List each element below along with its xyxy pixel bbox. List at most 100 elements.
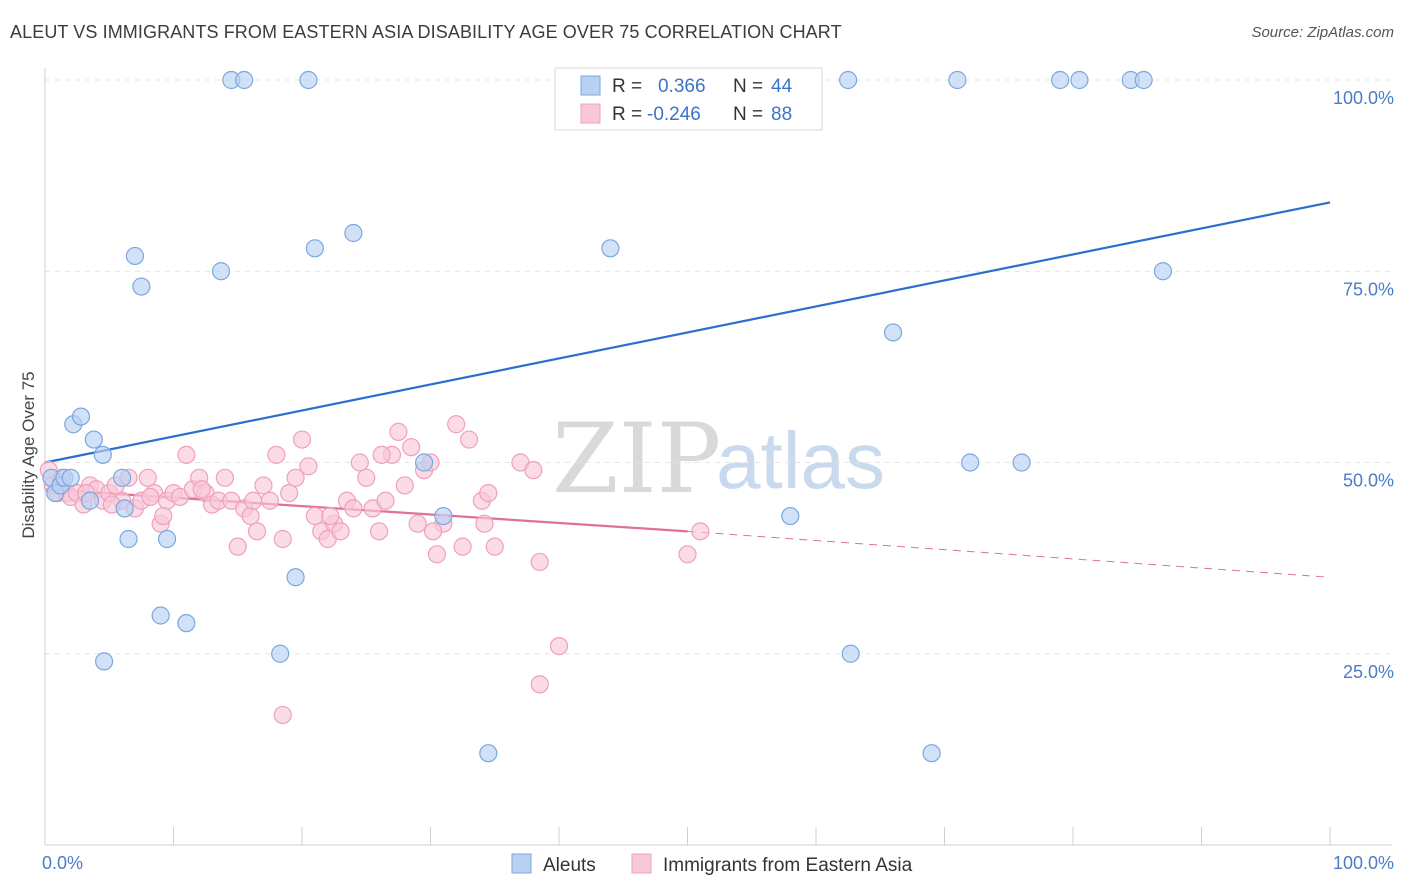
aleuts-point [271, 644, 290, 663]
chart-title: ALEUT VS IMMIGRANTS FROM EASTERN ASIA DI… [10, 22, 842, 42]
immigrants-point [370, 522, 389, 541]
axes [44, 68, 1392, 846]
aleuts-point [286, 568, 305, 587]
aleuts-point [1070, 70, 1089, 90]
aleuts-point [125, 246, 145, 266]
immigrants-point [215, 468, 234, 487]
bottom-legend-label-aleuts: Aleuts [543, 855, 596, 876]
series-aleuts [42, 70, 1173, 763]
y-tick-label: 25.0% [1343, 662, 1394, 682]
legend-r-value-1: 0.366 [658, 76, 706, 97]
bottom-legend-label-immigrants: Immigrants from Eastern Asia [663, 855, 913, 876]
scatter-points [39, 70, 1173, 763]
aleuts-point [781, 506, 800, 526]
immigrants-point [321, 506, 340, 526]
immigrants-point [305, 506, 324, 526]
legend-n-value-2: 88 [771, 104, 792, 125]
y-tick-label: 50.0% [1343, 471, 1394, 491]
immigrants-point [389, 422, 408, 441]
immigrants-point [138, 468, 157, 487]
x-tick-label-right: 100.0% [1333, 853, 1394, 873]
bottom-legend-swatch-aleuts [511, 853, 532, 874]
aleuts-point [961, 453, 980, 472]
immigrants-point [423, 522, 443, 541]
x-tick-label-left: 0.0% [42, 853, 83, 873]
aleuts-point [211, 262, 231, 281]
immigrants-point [453, 537, 472, 556]
y-tick-label: 100.0% [1333, 88, 1394, 108]
watermark-zip: ZIP [552, 403, 721, 515]
gridlines [45, 79, 1392, 655]
aleuts-point [305, 239, 324, 258]
immigrants-point [241, 506, 260, 526]
aleuts-point [922, 744, 941, 763]
aleuts-point [299, 70, 318, 90]
immigrants-point [350, 453, 369, 472]
immigrants-point [549, 636, 569, 656]
immigrants-point [244, 491, 263, 510]
legend-n-label-1: N = [733, 76, 763, 97]
aleuts-point [479, 744, 498, 763]
series-immigrants [39, 415, 710, 725]
aleuts-point [157, 529, 177, 549]
immigrants-point [402, 438, 421, 457]
immigrants-point [267, 445, 286, 464]
aleuts-point [948, 70, 967, 90]
immigrants-point [530, 552, 549, 572]
immigrants-point [479, 484, 498, 503]
aleuts-point [80, 491, 100, 510]
aleuts-point [177, 614, 196, 633]
immigrants-point [154, 506, 173, 526]
aleuts-point [115, 499, 134, 518]
bottom-legend-swatch-immigrants [631, 853, 652, 874]
immigrants-point [331, 522, 350, 541]
aleuts-point [84, 430, 103, 449]
immigrants-point [357, 468, 376, 487]
immigrants-point [376, 491, 395, 510]
immigrants-point [247, 522, 267, 541]
aleuts-point [119, 529, 138, 549]
immigrants-point [177, 445, 196, 464]
aleuts-point [434, 506, 453, 526]
immigrants-point [299, 457, 318, 476]
immigrants-point [228, 537, 247, 556]
aleuts-point [1051, 70, 1070, 90]
trend-lines [44, 201, 1331, 578]
aleuts-point [71, 407, 91, 426]
immigrants-point [254, 476, 273, 495]
immigrants-point [141, 487, 160, 507]
aleuts-point [601, 239, 620, 258]
immigrants-point [447, 415, 466, 434]
immigrants-point [678, 545, 697, 564]
y-tick-labels: 25.0% 50.0% 75.0% 100.0% [1333, 88, 1394, 682]
immigrants-trend-extension [687, 530, 1331, 578]
aleuts-point [1012, 453, 1031, 472]
aleuts-point [883, 323, 903, 342]
immigrants-point [286, 468, 305, 487]
aleuts-trend-line [44, 201, 1331, 464]
legend-r-label-1: R = [612, 76, 642, 97]
aleuts-point [151, 606, 170, 625]
source-label: Source: ZipAtlas.com [1251, 24, 1394, 41]
watermark-atlas: atlas [716, 416, 885, 505]
immigrants-point [292, 430, 312, 449]
aleuts-point [841, 644, 860, 663]
y-tick-label: 75.0% [1343, 279, 1394, 299]
immigrants-point [408, 514, 427, 533]
legend-r-label-2: R = [612, 104, 642, 125]
aleuts-point [61, 468, 80, 487]
legend-r-value-2: -0.246 [647, 104, 701, 125]
aleuts-point [112, 468, 132, 487]
immigrants-point [192, 480, 211, 499]
aleuts-point [95, 652, 114, 671]
aleuts-point [839, 70, 858, 90]
legend-n-value-1: 44 [771, 76, 793, 97]
aleuts-point [344, 223, 363, 243]
immigrants-point [485, 537, 504, 556]
aleuts-point [235, 70, 254, 90]
immigrants-point [475, 514, 494, 533]
aleuts-point [1134, 70, 1153, 90]
immigrants-point [280, 484, 299, 503]
immigrants-point [395, 476, 414, 495]
